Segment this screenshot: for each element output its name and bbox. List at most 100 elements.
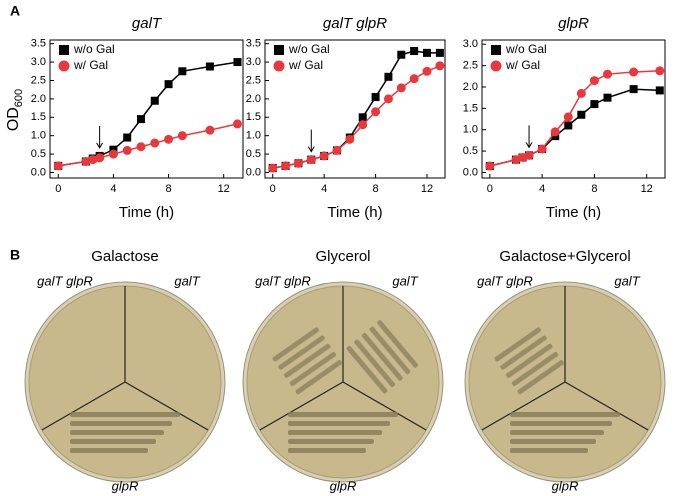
- y-axis-label: OD600: [5, 89, 25, 131]
- growth: [288, 412, 398, 417]
- growth: [289, 351, 337, 387]
- legend-marker: [274, 45, 284, 55]
- chart-title: galT glpR: [323, 15, 387, 32]
- y-tick-label: 2.0: [463, 81, 478, 93]
- legend-marker: [59, 45, 69, 55]
- marker: [435, 61, 445, 71]
- growth: [70, 421, 172, 426]
- y-tick-label: 1.0: [246, 130, 261, 142]
- y-tick-label: 0.5: [246, 148, 261, 160]
- y-label-sub: 600: [13, 89, 25, 107]
- y-tick-label: 0.5: [463, 145, 478, 157]
- plate-divider: [481, 381, 566, 431]
- marker: [233, 58, 242, 67]
- legend-marker: [273, 60, 285, 72]
- marker: [563, 112, 573, 122]
- plate-label: galT: [392, 273, 418, 288]
- plate-label: glpR: [552, 478, 579, 493]
- x-tick-label: 8: [591, 183, 597, 195]
- marker: [177, 131, 187, 141]
- marker: [81, 156, 91, 166]
- marker: [537, 144, 547, 154]
- y-tick-label: 3.0: [31, 56, 46, 68]
- series-line: [489, 88, 660, 167]
- x-tick-label: 0: [270, 183, 276, 195]
- marker: [232, 119, 242, 129]
- growth: [511, 351, 559, 387]
- marker: [205, 125, 215, 135]
- marker: [409, 74, 419, 84]
- marker: [655, 86, 664, 95]
- marker: [268, 163, 278, 173]
- y-tick-label: 3.0: [463, 38, 478, 50]
- series-line: [489, 70, 660, 167]
- marker: [306, 155, 316, 165]
- plate-label: galT: [614, 273, 640, 288]
- marker: [164, 134, 174, 144]
- legend-label: w/ Gal: [288, 58, 323, 72]
- y-tick-label: 2.0: [246, 93, 261, 105]
- growth: [295, 360, 342, 395]
- y-tick-label: 1.0: [463, 124, 478, 136]
- growth: [517, 360, 564, 395]
- legend-label: w/ Gal: [73, 58, 108, 72]
- marker: [564, 121, 573, 130]
- growth: [288, 439, 374, 444]
- legend-marker: [491, 45, 501, 55]
- marker: [410, 47, 419, 56]
- x-axis-label: Time (h): [327, 204, 382, 221]
- marker: [164, 80, 173, 89]
- y-tick-label: 0.0: [463, 166, 478, 178]
- series-line: [58, 61, 238, 167]
- x-tick-label: 8: [373, 183, 379, 195]
- marker: [602, 69, 612, 79]
- marker: [397, 50, 406, 59]
- marker: [603, 93, 612, 102]
- growth: [377, 320, 418, 368]
- marker: [371, 107, 381, 117]
- x-tick-label: 8: [165, 183, 171, 195]
- marker: [590, 100, 599, 109]
- chart-title: glpR: [558, 15, 589, 32]
- plot-frame: [49, 39, 244, 179]
- y-tick-label: 0.0: [31, 166, 46, 178]
- legend-label: w/o Gal: [288, 42, 330, 56]
- y-tick-label: 0.0: [246, 166, 261, 178]
- marker: [319, 151, 329, 161]
- growth: [361, 333, 403, 381]
- plot-frame: [481, 39, 666, 179]
- arrow-head: [307, 146, 315, 153]
- y-tick-label: 2.0: [31, 93, 46, 105]
- marker: [485, 161, 495, 171]
- y-tick-label: 1.0: [31, 130, 46, 142]
- x-tick-label: 12: [421, 183, 433, 195]
- marker: [358, 113, 367, 122]
- growth: [510, 412, 620, 417]
- marker: [396, 83, 406, 93]
- marker: [383, 94, 393, 104]
- growth: [510, 439, 596, 444]
- marker: [150, 96, 159, 105]
- marker: [281, 161, 291, 171]
- marker: [178, 67, 187, 76]
- growth: [494, 327, 541, 362]
- y-tick-label: 3.5: [31, 38, 46, 50]
- growth: [272, 327, 319, 362]
- growth: [70, 448, 148, 453]
- growth: [369, 326, 411, 375]
- plate-label: galT glpR: [255, 273, 311, 288]
- marker: [122, 145, 132, 155]
- marker: [136, 142, 146, 152]
- growth: [70, 430, 164, 435]
- y-tick-label: 3.0: [246, 56, 261, 68]
- legend-label: w/ Gal: [505, 58, 540, 72]
- growth: [346, 345, 388, 394]
- arrow-head: [96, 142, 104, 149]
- marker: [136, 115, 145, 124]
- marker: [524, 150, 534, 160]
- x-tick-label: 4: [539, 183, 545, 195]
- growth: [284, 343, 331, 378]
- legend-marker: [58, 60, 70, 72]
- marker: [358, 120, 368, 130]
